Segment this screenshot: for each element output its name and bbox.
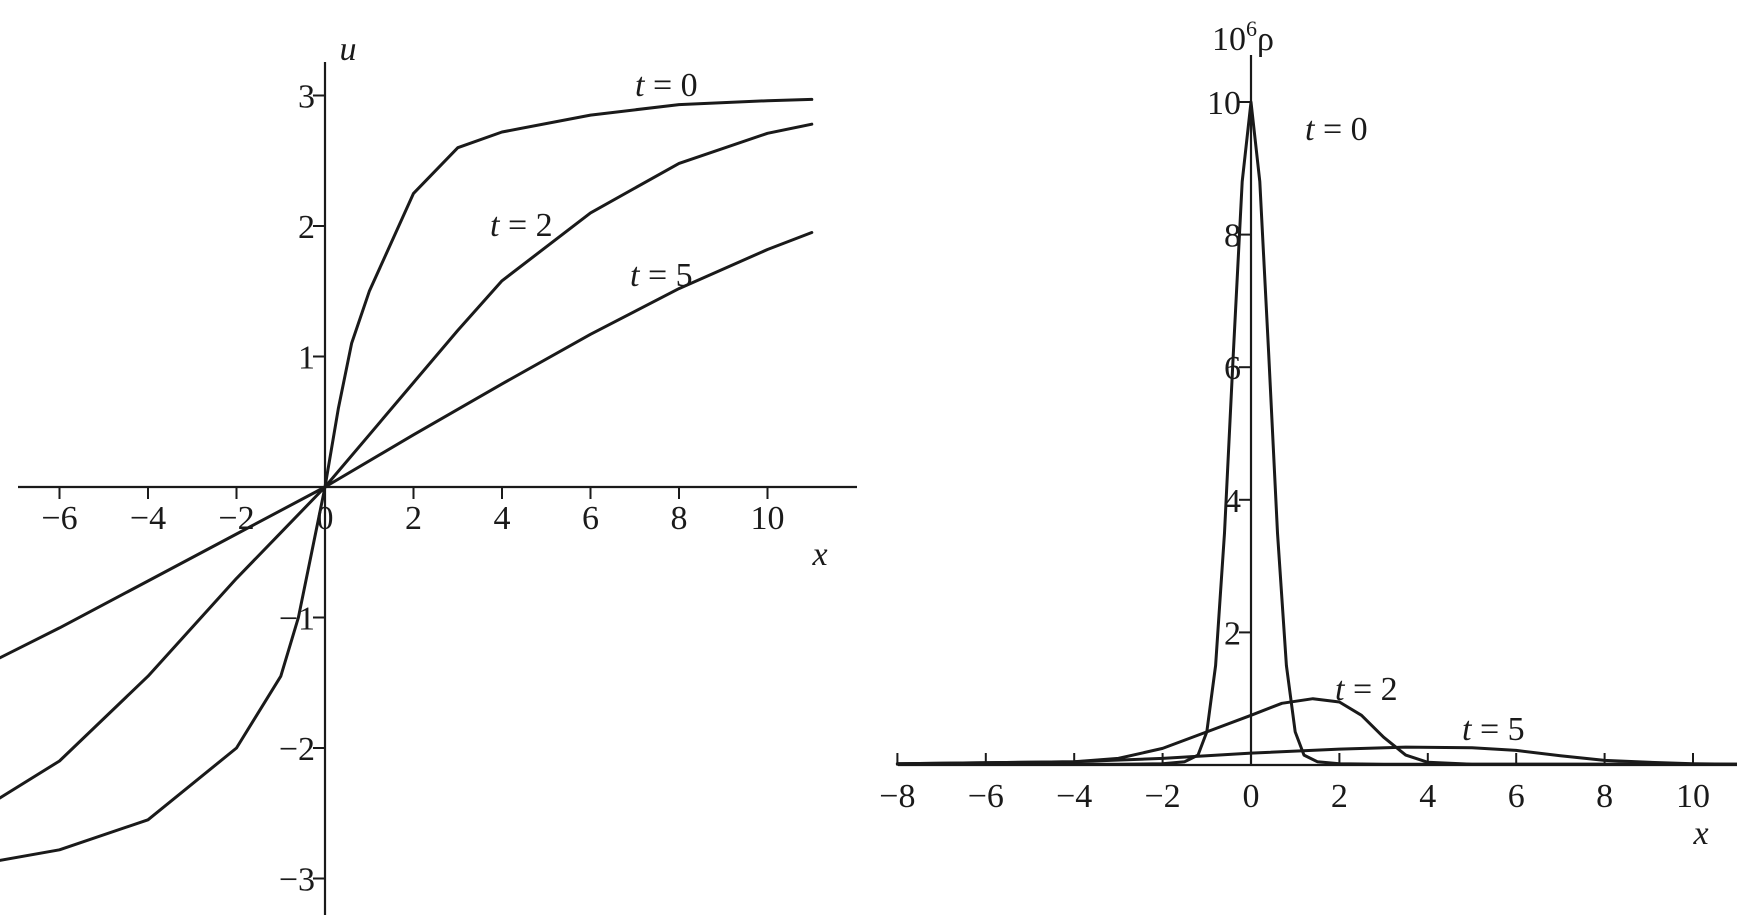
series-label-value: = 2: [499, 207, 552, 244]
y-tick-label: 4: [1224, 483, 1241, 520]
series-label-var: t: [1462, 711, 1473, 748]
y-tick-label: 8: [1224, 218, 1241, 255]
y-axis-label-symbol: ρ: [1257, 21, 1274, 58]
y-tick-label: −2: [279, 731, 315, 768]
series-label: t = 5: [1462, 711, 1525, 748]
x-tick-label: 0: [1243, 778, 1260, 815]
x-tick-label: 6: [1508, 778, 1525, 815]
series-line-t5: [0, 231, 814, 660]
series-line-t2: [895, 697, 1737, 766]
y-axis-label-exponent: 6: [1246, 16, 1257, 41]
series-label-var: t: [1305, 111, 1316, 148]
x-tick-label: 6: [582, 500, 599, 537]
x-tick-label: −2: [1145, 778, 1181, 815]
y-tick-label: 2: [1224, 615, 1241, 652]
series-line-t2: [0, 122, 814, 800]
y-tick-label: −3: [279, 862, 315, 899]
x-tick-label: −2: [218, 500, 254, 537]
x-tick-label: 10: [751, 500, 785, 537]
x-tick-label: 4: [494, 500, 511, 537]
x-tick-label: −4: [130, 500, 166, 537]
y-tick-label: 3: [298, 79, 315, 116]
x-axis-label: x: [811, 536, 827, 573]
series-label: t = 5: [630, 257, 693, 294]
series-line-t0: [0, 97, 814, 862]
series-label: t = 0: [635, 67, 698, 104]
x-tick-label: 2: [1331, 778, 1348, 815]
y-tick-label: 2: [298, 209, 315, 246]
x-tick-label: −6: [968, 778, 1004, 815]
x-tick-label: 8: [1596, 778, 1613, 815]
x-tick-label: −4: [1056, 778, 1092, 815]
series-label: t = 2: [1335, 671, 1398, 708]
series-label-var: t: [490, 207, 501, 244]
series-label: t = 0: [1305, 111, 1368, 148]
series-label-value: = 0: [644, 67, 697, 104]
y-axis-label: 106ρ: [1212, 16, 1274, 58]
x-tick-label: 4: [1419, 778, 1436, 815]
y-tick-label: 10: [1207, 85, 1241, 122]
series-label-var: t: [635, 67, 646, 104]
series-label-var: t: [630, 257, 641, 294]
x-tick-label: 2: [405, 500, 422, 537]
series-label-var: t: [1335, 671, 1346, 708]
series-label: t = 2: [490, 207, 553, 244]
series-label-value: = 0: [1314, 111, 1367, 148]
x-tick-label: −6: [41, 500, 77, 537]
series-label-value: = 5: [639, 257, 692, 294]
x-tick-label: 8: [671, 500, 688, 537]
y-axis-label: u: [340, 31, 357, 68]
series-label-value: = 5: [1471, 711, 1524, 748]
y-tick-label: 1: [298, 340, 315, 377]
series-label-value: = 2: [1344, 671, 1397, 708]
x-tick-label: −8: [879, 778, 915, 815]
x-axis-label: x: [1692, 815, 1708, 852]
x-tick-label: 10: [1676, 778, 1710, 815]
series-line-t0: [895, 100, 1737, 766]
y-axis-label-base: 10: [1212, 21, 1246, 58]
series-line-t5: [895, 745, 1737, 766]
